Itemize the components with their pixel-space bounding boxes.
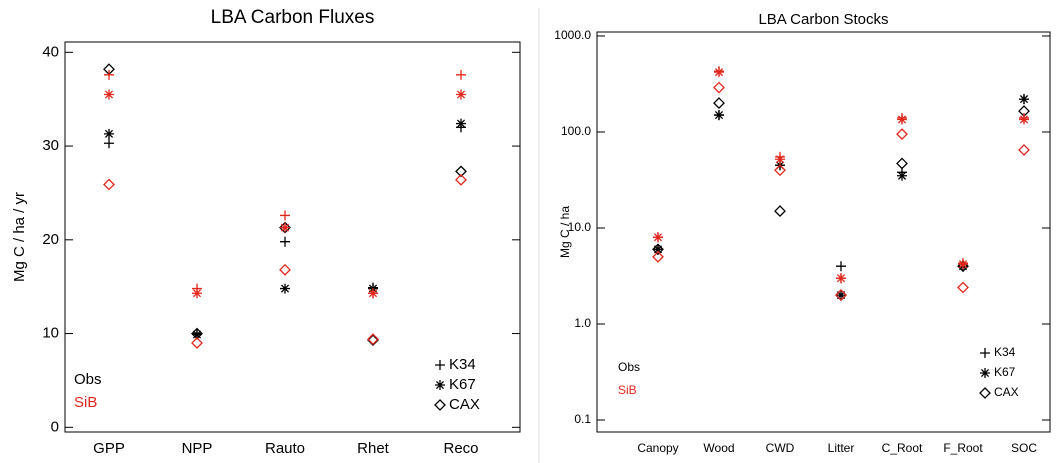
x-tick-label: GPP — [93, 440, 125, 457]
data-point — [104, 128, 114, 139]
y-tick-label: 100.0 — [561, 124, 591, 138]
data-point — [191, 337, 203, 349]
data-point — [897, 170, 907, 181]
x-tick-label: NPP — [182, 440, 213, 457]
data-point — [714, 67, 724, 78]
x-tick-label: SOC — [1011, 441, 1037, 455]
plot-frame — [64, 41, 521, 433]
x-tick-label: Rauto — [265, 440, 305, 457]
x-tick-label: Litter — [828, 441, 855, 455]
data-point — [652, 250, 664, 263]
data-point — [836, 273, 846, 284]
data-point — [104, 138, 114, 149]
data-point — [714, 110, 724, 121]
data-point — [456, 118, 466, 129]
data-point — [456, 89, 466, 100]
data-point — [836, 290, 846, 301]
data-point — [653, 232, 663, 243]
legend-label: SiB — [618, 383, 637, 397]
data-point — [713, 97, 725, 110]
data-point — [713, 81, 725, 94]
data-point — [280, 222, 290, 233]
legend-label: K67 — [449, 376, 476, 393]
data-point — [958, 259, 968, 270]
x-tick-label: Canopy — [637, 441, 678, 455]
data-point — [774, 164, 786, 177]
legend-marker — [979, 387, 991, 399]
data-point — [280, 236, 290, 247]
y-tick-label: 30 — [42, 137, 59, 154]
data-point — [192, 329, 202, 340]
data-point — [103, 178, 115, 191]
data-point — [455, 165, 467, 178]
legend-marker — [435, 360, 445, 370]
y-tick-label: 20 — [42, 231, 59, 248]
data-point — [456, 69, 466, 80]
legend-label: K34 — [449, 356, 476, 373]
y-tick-label: 0.1 — [574, 412, 591, 426]
legend-label: Obs — [74, 371, 102, 388]
plot-frame — [596, 31, 1051, 433]
data-point — [368, 288, 378, 299]
data-point — [367, 334, 379, 347]
y-tick-label: 1.0 — [574, 316, 591, 330]
data-point — [280, 283, 290, 294]
x-tick-label: Wood — [703, 441, 734, 455]
data-point — [192, 288, 202, 299]
x-tick-label: CWD — [766, 441, 795, 455]
data-point — [835, 289, 847, 302]
y-tick-label: 1000.0 — [554, 28, 591, 42]
data-point — [775, 154, 785, 165]
legend-label: K67 — [994, 365, 1016, 379]
data-point — [367, 333, 379, 346]
y-tick-label: 0 — [51, 418, 59, 435]
data-point — [896, 157, 908, 170]
data-point — [1019, 94, 1029, 105]
data-point — [897, 114, 907, 125]
data-point — [652, 243, 664, 256]
legend-marker — [435, 380, 445, 390]
y-tick-label: 40 — [42, 43, 59, 60]
y-tick-label: 10.0 — [568, 220, 592, 234]
data-point — [455, 173, 467, 186]
legend-marker — [980, 368, 990, 378]
x-tick-label: F_Root — [943, 441, 983, 455]
legend-label: CAX — [994, 385, 1019, 399]
y-axis-label: Mg C / ha / yr — [11, 192, 28, 282]
chart-title: LBA Carbon Stocks — [758, 11, 888, 28]
chart-title: LBA Carbon Fluxes — [211, 7, 375, 28]
data-point — [774, 205, 786, 218]
y-tick-label: 10 — [42, 325, 59, 342]
data-point — [836, 261, 846, 272]
data-point — [104, 69, 114, 80]
legend-label: K34 — [994, 345, 1016, 359]
x-tick-label: Reco — [443, 440, 478, 457]
x-tick-label: Rhet — [357, 440, 390, 457]
data-point — [1018, 144, 1030, 156]
data-point — [957, 281, 969, 294]
x-tick-label: C_Root — [882, 441, 923, 455]
legend-marker — [980, 348, 990, 358]
data-point — [896, 128, 908, 141]
legend-label: SiB — [74, 394, 97, 411]
data-point — [653, 244, 663, 255]
data-point — [280, 210, 290, 221]
data-point — [104, 89, 114, 100]
data-point — [1019, 114, 1029, 125]
legend-marker — [434, 399, 446, 411]
y-axis-label: Mg C / ha — [558, 206, 572, 258]
legend-label: CAX — [449, 396, 480, 413]
legend-label: Obs — [618, 360, 640, 374]
data-point — [279, 263, 291, 276]
